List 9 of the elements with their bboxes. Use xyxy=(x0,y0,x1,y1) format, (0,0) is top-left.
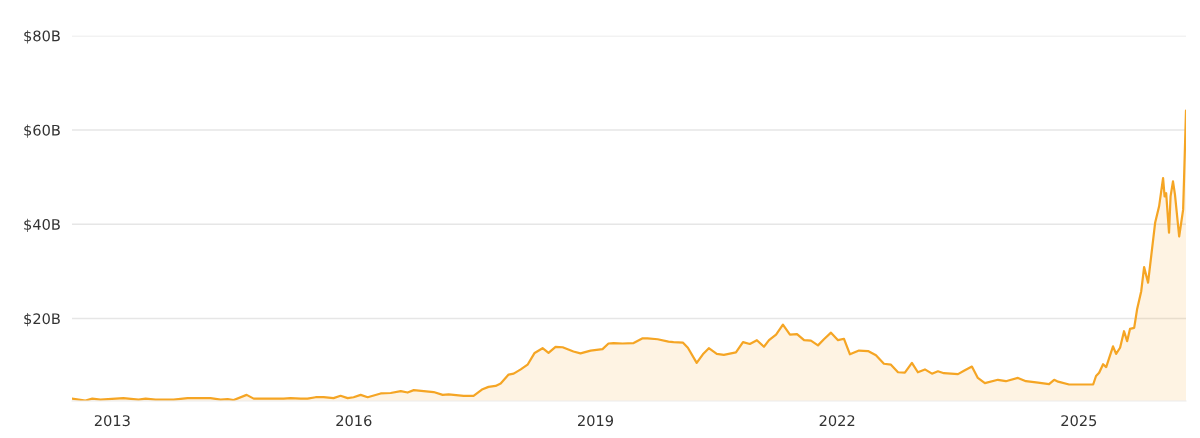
y-tick-label: $60B xyxy=(24,124,60,138)
y-tick-label: $80B xyxy=(24,30,60,44)
y-tick-label: $20B xyxy=(24,312,60,327)
x-tick-label: 2022 xyxy=(819,415,855,427)
x-tick-label: 2025 xyxy=(1061,415,1097,427)
y-tick-label: $40B xyxy=(24,218,60,232)
x-tick-label: 2013 xyxy=(94,415,130,427)
x-tick-label: 2016 xyxy=(336,415,372,427)
x-tick-label: 2019 xyxy=(577,415,614,427)
